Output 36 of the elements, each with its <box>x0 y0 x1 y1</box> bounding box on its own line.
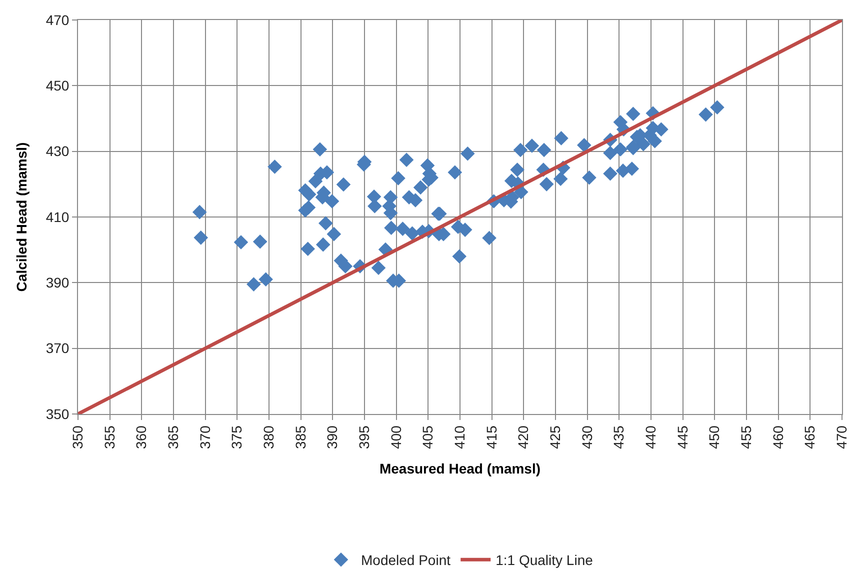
x-tick-label: 460 <box>770 425 786 449</box>
x-axis-title: Measured Head (mamsl) <box>379 460 541 476</box>
x-tick-label: 385 <box>292 425 308 449</box>
x-tick-label: 360 <box>133 425 150 449</box>
y-tick-label: 450 <box>46 78 70 94</box>
y-tick-label: 390 <box>46 274 70 291</box>
x-tick-label: 405 <box>420 425 436 449</box>
x-tick-label: 415 <box>483 425 500 449</box>
legend-label: Modeled Point <box>361 552 451 568</box>
x-tick-label: 440 <box>642 425 659 449</box>
y-tick-label: 410 <box>46 208 70 225</box>
x-tick-label: 380 <box>260 425 277 449</box>
x-tick-label: 445 <box>674 425 690 449</box>
x-tick-label: 400 <box>388 425 404 449</box>
x-tick-label: 430 <box>578 425 595 449</box>
y-tick-label: 430 <box>46 143 70 160</box>
x-tick-label: 395 <box>356 425 372 449</box>
x-tick-label: 425 <box>547 425 564 449</box>
x-tick-label: 375 <box>228 425 245 449</box>
x-tick-label: 370 <box>196 425 213 449</box>
x-tick-label: 350 <box>70 425 86 449</box>
x-tick-label: 455 <box>738 425 754 449</box>
x-tick-label: 435 <box>610 425 627 449</box>
y-tick-label: 470 <box>46 12 70 28</box>
x-tick-label: 390 <box>324 425 340 449</box>
x-tick-label: 420 <box>515 425 532 449</box>
x-tick-label: 470 <box>834 425 850 449</box>
x-tick-label: 410 <box>452 425 468 449</box>
x-tick-label: 355 <box>101 425 118 449</box>
x-tick-label: 450 <box>706 425 722 449</box>
y-tick-label: 350 <box>46 406 70 422</box>
y-tick-label: 370 <box>46 340 70 356</box>
legend-label: 1:1 Quality Line <box>496 552 594 568</box>
y-axis-title: Calciled Head (mamsl) <box>13 142 30 292</box>
x-tick-label: 465 <box>802 425 818 449</box>
x-tick-label: 365 <box>165 425 182 449</box>
